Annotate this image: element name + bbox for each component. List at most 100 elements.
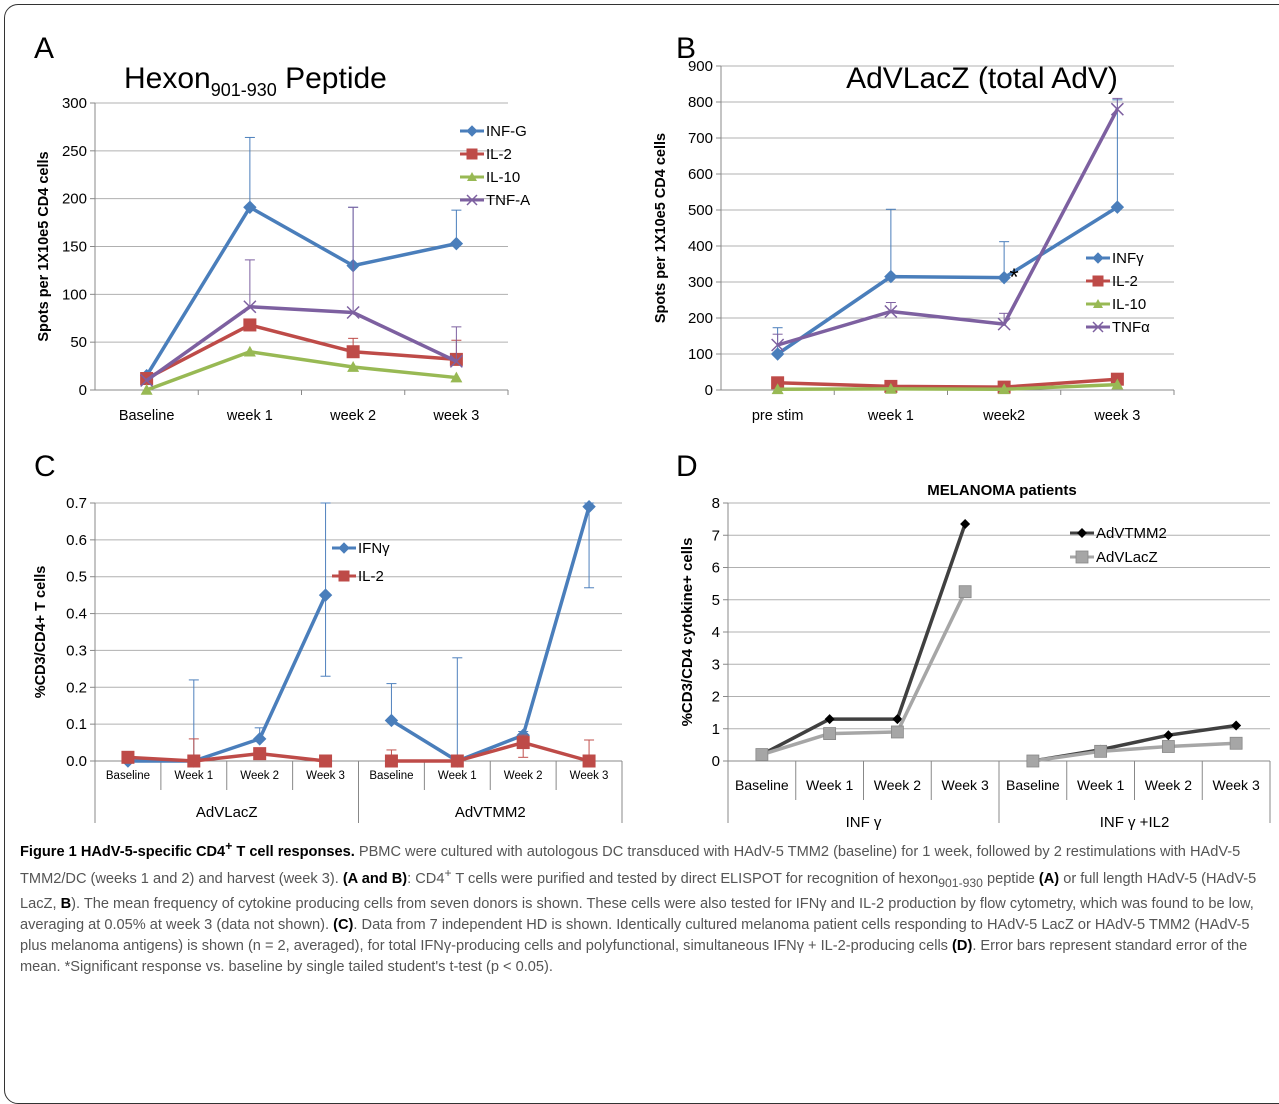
x-tick-label: Baseline bbox=[1006, 777, 1060, 793]
data-point bbox=[243, 200, 257, 214]
y-tick-label: 300 bbox=[688, 274, 713, 291]
data-point bbox=[346, 345, 360, 359]
y-tick-label: 900 bbox=[688, 58, 713, 75]
data-point bbox=[884, 269, 898, 284]
data-point bbox=[187, 754, 201, 768]
x-tick-label: Week 3 bbox=[306, 770, 345, 782]
legend-marker bbox=[1093, 299, 1103, 308]
y-tick-label: 0.0 bbox=[66, 753, 87, 770]
y-tick-label: 700 bbox=[688, 130, 713, 147]
series-line bbox=[777, 108, 1119, 347]
data-point bbox=[771, 383, 784, 395]
x-tick-label: Week 1 bbox=[438, 770, 477, 782]
x-tick-label: Baseline bbox=[119, 408, 175, 424]
caption-bold: (A) bbox=[1038, 870, 1060, 887]
legend-marker bbox=[338, 542, 350, 554]
panel-label: C bbox=[34, 450, 56, 483]
chart-title: MELANOMA patients bbox=[927, 482, 1076, 499]
data-point bbox=[252, 732, 267, 746]
series-line bbox=[761, 523, 967, 757]
data-point bbox=[771, 338, 785, 352]
y-tick-label: 0.4 bbox=[66, 606, 87, 623]
series-line bbox=[145, 323, 457, 381]
x-tick-label: week 3 bbox=[432, 408, 479, 424]
y-tick-label: 1 bbox=[712, 721, 720, 738]
legend-marker bbox=[466, 148, 478, 160]
panel-label: B bbox=[676, 32, 696, 65]
y-tick-label: 6 bbox=[712, 560, 720, 577]
legend-label: IL-2 bbox=[1112, 273, 1138, 290]
series-line bbox=[145, 205, 457, 377]
data-point bbox=[384, 713, 399, 728]
data-point bbox=[1110, 102, 1124, 116]
data-point bbox=[449, 236, 464, 251]
data-point bbox=[516, 736, 530, 750]
caption-text: or full length HAdV-5 (HAdV-5 LacZ, bbox=[20, 870, 1257, 912]
legend-marker bbox=[1077, 528, 1087, 538]
legend-marker bbox=[1075, 550, 1089, 564]
y-tick-label: 5 bbox=[712, 592, 720, 609]
data-point bbox=[450, 754, 464, 768]
legend-label: IL-10 bbox=[1112, 296, 1146, 313]
y-tick-label: 0 bbox=[712, 753, 720, 770]
data-point bbox=[1229, 736, 1243, 750]
caption-sub: 901-930 bbox=[938, 875, 983, 890]
series-line bbox=[391, 740, 590, 763]
data-point bbox=[958, 585, 972, 599]
series-line bbox=[127, 751, 326, 763]
data-point bbox=[347, 361, 360, 372]
chart-title: AdVLacZ (total AdV) bbox=[846, 62, 1118, 95]
y-tick-label: 2 bbox=[712, 689, 720, 706]
data-point bbox=[997, 317, 1011, 331]
legend-marker bbox=[467, 172, 477, 181]
series-line bbox=[390, 506, 591, 763]
data-point bbox=[884, 382, 897, 394]
y-tick-label: 7 bbox=[712, 527, 720, 544]
y-tick-label: 100 bbox=[62, 286, 87, 303]
caption-bold: (C) bbox=[333, 916, 354, 933]
series-line bbox=[761, 590, 967, 757]
legend-label: INF-G bbox=[486, 123, 527, 140]
x-tick-label: pre stim bbox=[752, 408, 804, 424]
x-tick-label: Week 3 bbox=[570, 770, 609, 782]
legend-marker bbox=[1092, 321, 1104, 333]
y-tick-label: 150 bbox=[62, 239, 87, 256]
data-point bbox=[997, 270, 1011, 285]
data-point bbox=[582, 754, 596, 768]
group-label: INF γ +IL2 bbox=[1100, 814, 1170, 830]
legend-label: IFNγ bbox=[358, 540, 390, 557]
y-tick-label: 800 bbox=[688, 94, 713, 111]
y-tick-label: 500 bbox=[688, 202, 713, 219]
data-point bbox=[1111, 378, 1124, 390]
y-tick-label: 8 bbox=[712, 495, 720, 512]
caption-text: PBMC were cultured with autologous DC tr… bbox=[20, 843, 1241, 887]
series-line bbox=[776, 205, 1119, 356]
y-tick-label: 200 bbox=[688, 310, 713, 327]
y-tick-label: 50 bbox=[70, 334, 87, 351]
data-point bbox=[960, 518, 971, 529]
legend-label: AdVTMM2 bbox=[1096, 525, 1167, 542]
data-point bbox=[243, 318, 257, 332]
x-tick-label: Week 1 bbox=[806, 777, 853, 793]
series-line bbox=[1032, 741, 1237, 763]
legend-label: TNFα bbox=[1112, 319, 1150, 336]
y-tick-label: 300 bbox=[62, 95, 87, 112]
data-point bbox=[384, 754, 398, 768]
legend-marker bbox=[466, 194, 478, 206]
caption-text: : CD4 bbox=[407, 870, 445, 887]
data-point bbox=[1161, 740, 1175, 753]
caption-text: . Error bars represent standard error of… bbox=[20, 937, 1248, 975]
y-axis-label: %CD3/CD4+ T cells bbox=[33, 566, 49, 699]
y-axis-label: Spots per 1X10e5 CD4 cells bbox=[653, 133, 669, 323]
data-point bbox=[318, 588, 333, 602]
x-tick-label: Baseline bbox=[735, 777, 789, 793]
y-tick-label: 0.3 bbox=[66, 642, 87, 659]
y-tick-label: 400 bbox=[688, 238, 713, 255]
data-point bbox=[319, 754, 333, 768]
group-label: AdVLacZ bbox=[196, 804, 258, 821]
data-point bbox=[1110, 200, 1125, 214]
series-line bbox=[146, 349, 457, 392]
data-point bbox=[823, 727, 837, 740]
y-tick-label: 0.6 bbox=[66, 532, 87, 549]
significance-asterisk: * bbox=[1009, 264, 1018, 291]
